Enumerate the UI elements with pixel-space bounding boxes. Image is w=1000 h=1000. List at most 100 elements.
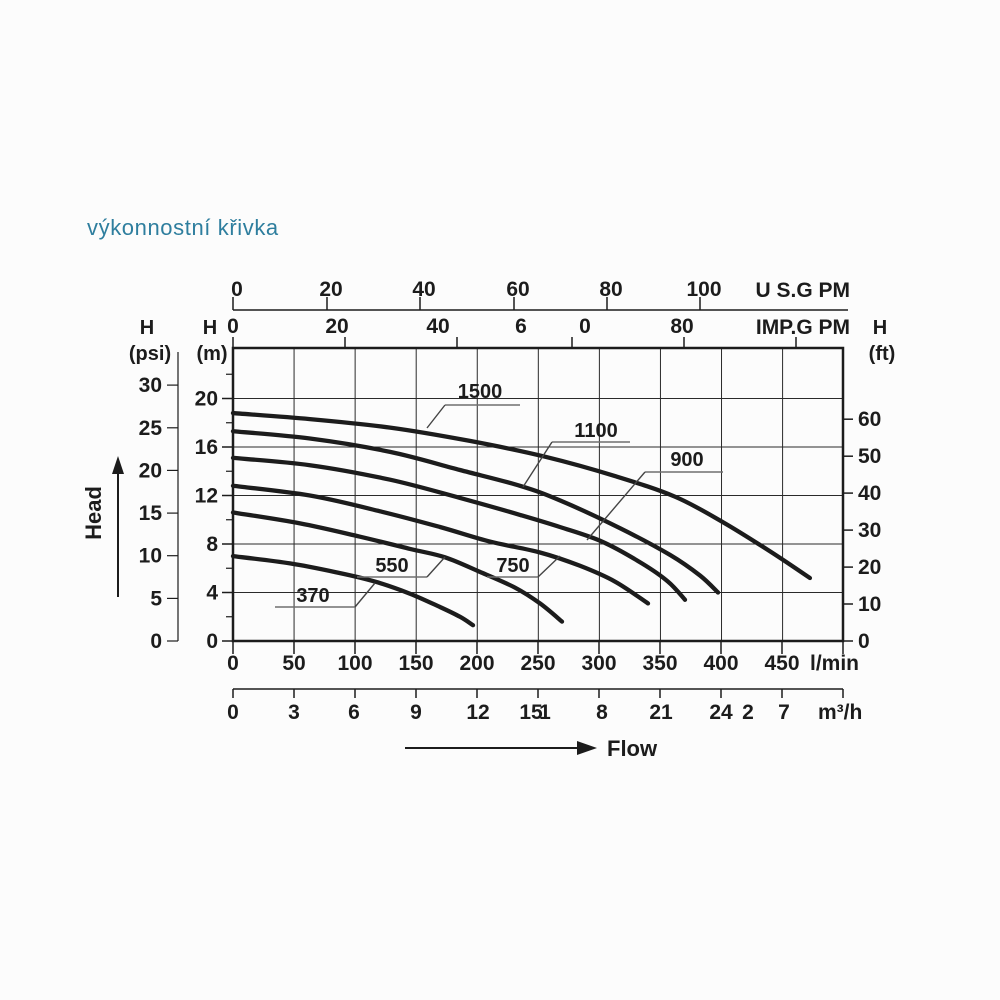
curve-900 bbox=[230, 455, 688, 602]
imp-gpm-tick-label: 6 bbox=[515, 315, 527, 338]
l-min-tick-label: 50 bbox=[282, 652, 305, 675]
plot-border bbox=[231, 346, 845, 643]
psi-tick-label: 15 bbox=[139, 502, 163, 525]
m3-h-tick-label: 24 bbox=[709, 701, 733, 724]
us-gpm-tick-label: 100 bbox=[686, 278, 721, 301]
grid bbox=[233, 348, 843, 641]
ft-tick-label: 60 bbox=[858, 408, 881, 431]
leader-line-750 bbox=[537, 555, 561, 578]
us-gpm-tick-label: 80 bbox=[599, 278, 622, 301]
m3-h-tick-label: 7 bbox=[778, 701, 790, 724]
psi-tick-label: 0 bbox=[150, 630, 162, 653]
us-gpm-tick-label: 40 bbox=[412, 278, 435, 301]
psi-axis-unit: (psi) bbox=[129, 343, 171, 365]
imp-gpm-tick-label: 0 bbox=[579, 315, 591, 338]
m3-h-unit-label: m³/h bbox=[818, 701, 862, 724]
ft-tick-label: 40 bbox=[858, 482, 881, 505]
m3-h-tick-label: 21 bbox=[649, 701, 673, 724]
imp-gpm-tick-label: 0 bbox=[227, 315, 239, 338]
ft-tick-label: 50 bbox=[858, 445, 881, 468]
m3-h-tick-label: 8 bbox=[596, 701, 608, 724]
imp-gpm-unit-label: IMP.G PM bbox=[756, 316, 850, 339]
head-direction: Head bbox=[81, 456, 124, 597]
axis-ft: 0 10 20 30 40 50 60 H (ft) bbox=[843, 317, 895, 653]
m3-h-tick-label: 9 bbox=[410, 701, 422, 724]
curve-labels: 370 550 750 900 1100 1500 bbox=[275, 381, 723, 608]
m-tick-label: 12 bbox=[195, 485, 218, 508]
l-min-tick-label: 450 bbox=[764, 652, 799, 675]
us-gpm-unit-label: U S.G PM bbox=[755, 279, 850, 302]
axis-imp-gpm: 0 20 40 6 0 80 IMP.G PM bbox=[227, 315, 850, 348]
flow-arrow-head bbox=[577, 741, 597, 755]
ft-tick-label: 30 bbox=[858, 519, 881, 542]
curve-1100 bbox=[230, 429, 721, 595]
axis-m: 0 4 8 12 16 20 H (m) bbox=[195, 317, 233, 653]
axis-m3-h: 0 3 6 9 12 151 8 21 24 2 7 m³/h bbox=[227, 688, 862, 724]
l-min-tick-label: 300 bbox=[581, 652, 616, 675]
imp-gpm-tick-label: 80 bbox=[670, 315, 693, 338]
curve-label-370: 370 bbox=[296, 585, 329, 607]
l-min-tick-label: 400 bbox=[703, 652, 738, 675]
m3-h-tick-label: 2 bbox=[742, 701, 754, 724]
leader-line-550 bbox=[426, 556, 446, 578]
leader-line-370 bbox=[354, 582, 376, 608]
l-min-tick-label: 100 bbox=[337, 652, 372, 675]
l-min-tick-label: 150 bbox=[398, 652, 433, 675]
m3-h-tick-label: 12 bbox=[466, 701, 489, 724]
m-tick-label: 0 bbox=[206, 630, 218, 653]
m3-h-tick-label: 1 bbox=[539, 701, 551, 724]
ft-axis-unit: (ft) bbox=[869, 343, 896, 365]
us-gpm-tick-label: 60 bbox=[506, 278, 529, 301]
imp-gpm-tick-label: 20 bbox=[325, 315, 348, 338]
psi-tick-label: 30 bbox=[139, 374, 162, 397]
psi-tick-label: 25 bbox=[139, 417, 163, 440]
l-min-tick-label: 350 bbox=[642, 652, 677, 675]
ft-tick-label: 0 bbox=[858, 630, 870, 653]
head-arrow-head bbox=[112, 456, 124, 474]
ft-axis-name: H bbox=[873, 317, 887, 339]
axis-l-min: 0 50 100 150 200 250 300 350 400 450 l/min bbox=[227, 642, 859, 675]
leader-line-1100 bbox=[522, 441, 553, 488]
m-tick-label: 20 bbox=[195, 388, 218, 411]
l-min-tick-label: 200 bbox=[459, 652, 494, 675]
us-gpm-tick-label: 20 bbox=[319, 278, 342, 301]
psi-tick-label: 10 bbox=[139, 545, 162, 568]
psi-tick-label: 5 bbox=[150, 587, 162, 610]
m3-h-tick-label: 3 bbox=[288, 701, 300, 724]
axis-psi: 0 5 10 15 20 25 30 H (psi) bbox=[129, 317, 179, 653]
head-axis-label: Head bbox=[81, 486, 106, 540]
flow-axis-label: Flow bbox=[607, 736, 658, 761]
curve-label-550: 550 bbox=[375, 555, 408, 577]
l-min-tick-label: 250 bbox=[520, 652, 555, 675]
curve-750 bbox=[230, 483, 651, 606]
pump-curves bbox=[230, 410, 813, 628]
m3-h-tick-label: 0 bbox=[227, 701, 239, 724]
curve-label-1500: 1500 bbox=[458, 381, 503, 403]
curve-label-1100: 1100 bbox=[574, 420, 617, 442]
m3-h-tick-label: 15 bbox=[519, 701, 543, 724]
axis-us-gpm: 0 20 40 60 80 100 U S.G PM bbox=[231, 278, 850, 311]
imp-gpm-tick-label: 40 bbox=[426, 315, 449, 338]
curve-1500 bbox=[230, 410, 813, 581]
m3-h-tick-label: 6 bbox=[348, 701, 360, 724]
m-tick-label: 4 bbox=[206, 582, 218, 605]
leader-line-900 bbox=[586, 471, 646, 541]
ft-tick-label: 20 bbox=[858, 556, 881, 579]
m-axis-name: H bbox=[203, 317, 217, 339]
curve-370 bbox=[230, 553, 476, 628]
m-axis-unit: (m) bbox=[196, 343, 227, 365]
m-tick-label: 16 bbox=[195, 436, 218, 459]
ft-tick-label: 10 bbox=[858, 593, 881, 616]
l-min-tick-label: 0 bbox=[227, 652, 239, 675]
psi-axis-name: H bbox=[140, 317, 154, 339]
curve-label-900: 900 bbox=[670, 449, 703, 471]
curve-label-750: 750 bbox=[496, 555, 529, 577]
l-min-unit-label: l/min bbox=[810, 652, 859, 675]
page-title: výkonnostní křivka bbox=[87, 215, 279, 240]
us-gpm-tick-label: 0 bbox=[231, 278, 243, 301]
flow-direction: Flow bbox=[405, 736, 658, 761]
psi-tick-label: 20 bbox=[139, 459, 162, 482]
leader-line-1500 bbox=[426, 404, 446, 429]
